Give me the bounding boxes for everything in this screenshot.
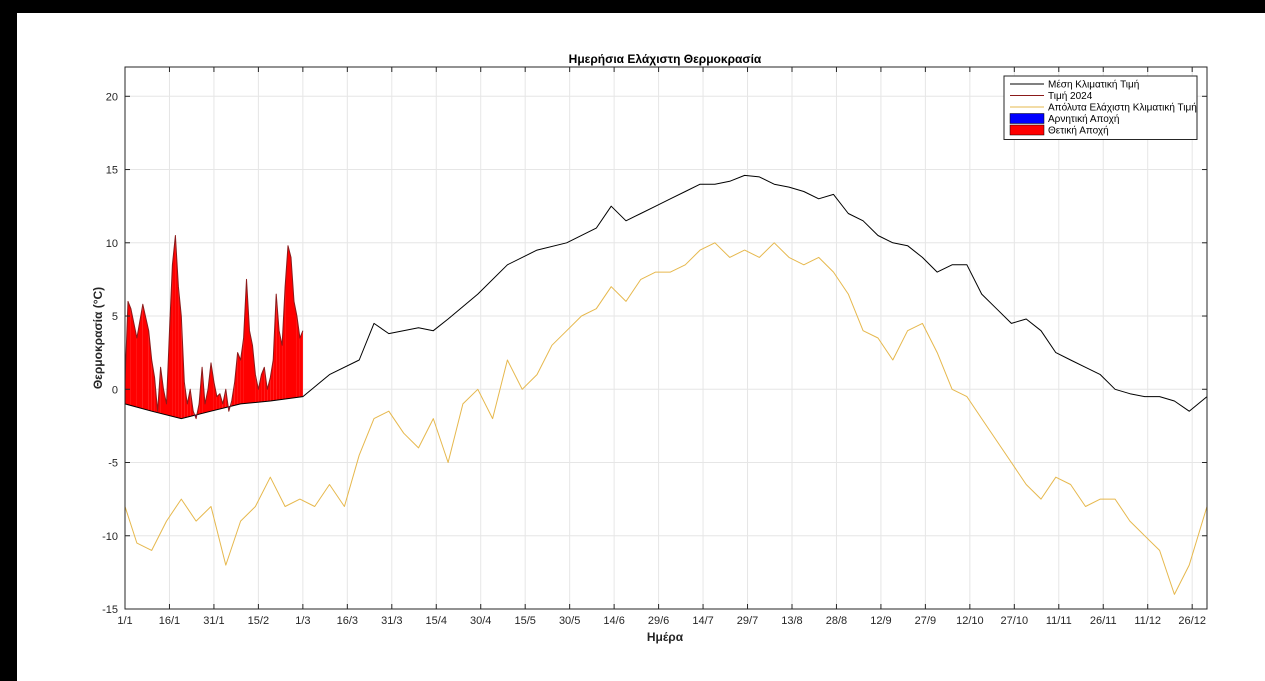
anomaly-fill (234, 352, 238, 406)
x-tick-label: 13/8 (781, 615, 802, 627)
anomaly-fill (279, 330, 283, 400)
anomaly-fill (246, 279, 250, 404)
grid-lines (124, 67, 1207, 610)
legend-entry-label: Αρνητική Αποχή (1048, 113, 1119, 125)
anomaly-fill (276, 294, 280, 401)
legend-swatch-patch (1009, 113, 1045, 124)
anomaly-fill (237, 352, 241, 405)
anomaly-fill (142, 304, 149, 411)
series-line-climatic-mean (124, 174, 1208, 420)
y-axis-label: Θερμοκρασία (°C) (91, 287, 105, 389)
anomaly-fill (288, 245, 291, 399)
anomaly-fill (211, 362, 214, 412)
series-lines (124, 174, 1208, 595)
anomaly-fill (240, 338, 244, 404)
x-tick-label: 28/8 (826, 615, 847, 627)
anomaly-fill (172, 235, 176, 418)
plot-area (125, 67, 1207, 609)
y-tick-label: 20 (106, 91, 118, 103)
x-tick-label: 27/9 (915, 615, 936, 627)
anomaly-fill (249, 330, 253, 403)
anomaly-fill (296, 316, 300, 398)
anomaly-fill (243, 279, 247, 404)
x-tick-label: 1/1 (117, 615, 132, 627)
x-tick-label: 12/9 (870, 615, 891, 627)
x-tick-label: 1/3 (295, 615, 310, 627)
anomaly-fill (299, 330, 303, 397)
series-line-absolute-min (124, 242, 1208, 595)
anomaly-fill (148, 330, 152, 412)
x-tick-label: 14/6 (603, 615, 624, 627)
anomaly-fill (216, 393, 220, 410)
anomaly-fill (187, 389, 191, 418)
anomaly-fill (163, 389, 167, 415)
anomaly-fill (178, 286, 182, 419)
x-axis-label: Ημέρα (647, 630, 684, 644)
x-tick-label: 12/10 (956, 615, 984, 627)
y-tick-label: -10 (102, 531, 118, 543)
x-tick-label: 11/11 (1046, 615, 1072, 627)
anomaly-fill (261, 367, 265, 402)
legend-entry-label: Απόλυτα Ελάχιστη Κλιματική Τιμή (1048, 102, 1197, 114)
anomaly-fill (128, 301, 131, 406)
anomaly-fill (270, 360, 274, 401)
x-tick-label: 31/1 (203, 615, 224, 627)
anomaly-fill (208, 362, 211, 412)
chart-title: Ημερήσια Ελάχιστη Θερμοκρασία (569, 52, 762, 66)
x-tick-label: 29/6 (648, 615, 669, 627)
anomaly-fill (282, 286, 286, 400)
anomaly-fill (151, 360, 155, 412)
anomaly-fills (125, 235, 303, 419)
x-tick-label: 29/7 (737, 615, 758, 627)
legend-entry-label: Μέση Κλιματική Τιμή (1048, 79, 1139, 91)
y-tick-label: -15 (102, 604, 118, 616)
x-tick-label: 11/12 (1134, 615, 1161, 627)
x-tick-label: 14/7 (692, 615, 713, 627)
axes: 1/1 16/1 31/1 15/2 1/3 16/3 31/3 15/4 30/4 15/5 30… (102, 66, 1208, 627)
anomaly-fill (169, 264, 173, 417)
y-tick-label: 0 (112, 384, 118, 396)
anomaly-fill (267, 377, 271, 402)
anomaly-fill (130, 308, 137, 408)
x-tick-label: 31/3 (381, 615, 402, 627)
anomaly-fill (285, 245, 288, 399)
y-tick-label: 5 (112, 311, 118, 323)
x-tick-label: 26/12 (1178, 615, 1206, 627)
x-tick-label: 16/1 (159, 615, 180, 627)
x-tick-label: 26/11 (1090, 615, 1117, 627)
anomaly-fill (294, 301, 297, 398)
anomaly-fill (255, 374, 259, 403)
x-tick-label: 27/10 (1001, 615, 1029, 627)
x-tick-label: 16/3 (337, 615, 358, 627)
axes-box (124, 66, 1208, 610)
series-line-2024 (124, 235, 304, 420)
x-tick-label: 30/4 (470, 615, 491, 627)
y-tick-label: -5 (108, 458, 118, 470)
anomaly-fill (252, 345, 256, 403)
x-tick-label: 30/5 (559, 615, 580, 627)
x-tick-label: 15/2 (248, 615, 269, 627)
legend-entry-label: Τιμή 2024 (1048, 90, 1093, 102)
anomaly-fill (160, 367, 164, 415)
anomaly-fill (258, 374, 262, 403)
legend-entry-label: Θετική Αποχή (1048, 125, 1109, 137)
x-tick-label: 15/4 (426, 615, 447, 627)
legend-swatch-patch (1009, 124, 1045, 136)
y-tick-label: 10 (106, 238, 118, 250)
x-tick-label: 15/5 (514, 615, 535, 627)
anomaly-fill (213, 381, 217, 411)
y-tick-label: 15 (106, 165, 118, 177)
